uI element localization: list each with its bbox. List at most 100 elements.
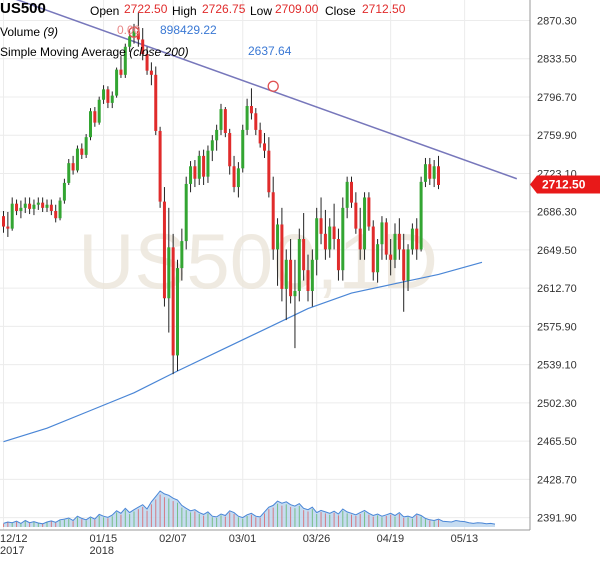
candle-body xyxy=(106,89,110,103)
volume-bar xyxy=(285,504,287,527)
volume-bar xyxy=(159,494,161,527)
candle-body xyxy=(323,233,327,250)
candle-body xyxy=(36,202,40,205)
low-value: 2709.00 xyxy=(275,2,319,16)
candle-body xyxy=(236,168,240,188)
candle-body xyxy=(406,249,410,281)
volume-bar xyxy=(129,514,131,527)
candle-body xyxy=(128,36,132,47)
candle-body xyxy=(354,202,358,229)
volume-bar xyxy=(433,521,435,527)
candle-body xyxy=(380,222,384,245)
candle-body xyxy=(197,155,201,179)
volume-bar xyxy=(242,518,244,527)
volume-bar xyxy=(429,520,431,527)
candle-body xyxy=(263,143,266,151)
y-tick-label: 2833.50 xyxy=(537,54,577,66)
candle-body xyxy=(184,183,188,242)
volume-bar xyxy=(281,505,283,527)
x-tick-label: 01/15 xyxy=(90,533,118,545)
candle-body xyxy=(115,69,119,96)
y-tick-label: 2870.30 xyxy=(537,15,577,27)
candle-body xyxy=(332,226,336,240)
candle-body xyxy=(93,111,97,123)
candle-body xyxy=(158,130,162,202)
candle-body xyxy=(415,228,419,250)
candle-body xyxy=(389,254,393,260)
volume-bar xyxy=(385,515,387,527)
candle-body xyxy=(358,228,362,250)
candle-body xyxy=(210,140,214,151)
candle-body xyxy=(80,148,84,155)
volume-bar xyxy=(7,522,9,527)
x-tick-sublabel: 2018 xyxy=(90,545,114,557)
candle-body xyxy=(293,290,297,297)
volume-bar xyxy=(311,509,313,527)
volume-bar xyxy=(351,514,352,527)
x-tick-label: 03/26 xyxy=(303,533,331,545)
volume-bar xyxy=(329,514,331,527)
volume-bar xyxy=(368,514,370,527)
volume-bar xyxy=(250,514,252,527)
volume-bar xyxy=(337,515,339,527)
volume-value-2: 898429.22 xyxy=(160,23,217,37)
volume-bar xyxy=(81,519,83,527)
volume-bar xyxy=(224,516,226,527)
x-tick-label: 02/07 xyxy=(159,533,187,545)
candle-body xyxy=(254,113,258,130)
candle-body xyxy=(328,226,332,250)
volume-bar xyxy=(364,512,366,527)
volume-bar xyxy=(190,512,192,527)
candle-body xyxy=(219,109,223,130)
candle-body xyxy=(267,150,271,193)
y-tick-label: 2649.50 xyxy=(537,245,577,257)
volume-bar xyxy=(438,519,439,527)
volume-bar xyxy=(255,517,257,527)
volume-bar xyxy=(398,514,400,527)
candle-body xyxy=(141,39,145,55)
candle-body xyxy=(189,166,193,184)
volume-bar xyxy=(355,515,357,527)
close-value: 2712.50 xyxy=(362,2,406,16)
candle-body xyxy=(367,197,371,227)
volume-bar xyxy=(424,519,426,527)
volume-bar xyxy=(94,519,96,527)
candle-body xyxy=(2,216,5,227)
candle-body xyxy=(6,226,10,229)
x-tick-label: 12/12 xyxy=(0,533,28,545)
open-value: 2722.50 xyxy=(124,2,168,16)
candle-body xyxy=(363,197,367,250)
candle-body xyxy=(75,148,79,171)
candle-body xyxy=(423,164,427,182)
candle-body xyxy=(402,249,406,281)
candle-body xyxy=(245,106,249,130)
candle-body xyxy=(10,203,14,229)
candle-body xyxy=(149,70,153,75)
volume-bar xyxy=(55,522,57,527)
volume-bar xyxy=(172,501,174,527)
volume-bar xyxy=(233,514,235,527)
candle-body xyxy=(319,218,323,234)
volume-bar xyxy=(37,523,39,527)
candle-body xyxy=(49,204,53,211)
volume-bar xyxy=(268,509,270,527)
volume-bar xyxy=(229,512,231,527)
candle-body xyxy=(345,181,349,208)
candle-body xyxy=(176,268,179,356)
sma-param: (close 200) xyxy=(129,45,189,59)
candle-body xyxy=(45,204,49,208)
candle-body xyxy=(54,210,58,219)
candle-body xyxy=(62,182,66,201)
candle-body xyxy=(171,247,175,356)
volume-line xyxy=(3,490,496,525)
volume-bar xyxy=(133,511,135,527)
last-price-tag xyxy=(530,175,600,194)
volume-bar xyxy=(124,510,126,527)
candle-body xyxy=(419,181,423,250)
volume-bar xyxy=(346,513,348,527)
candle-body xyxy=(71,163,75,171)
volume-bar xyxy=(277,503,279,527)
y-tick-label: 2465.50 xyxy=(537,436,577,448)
